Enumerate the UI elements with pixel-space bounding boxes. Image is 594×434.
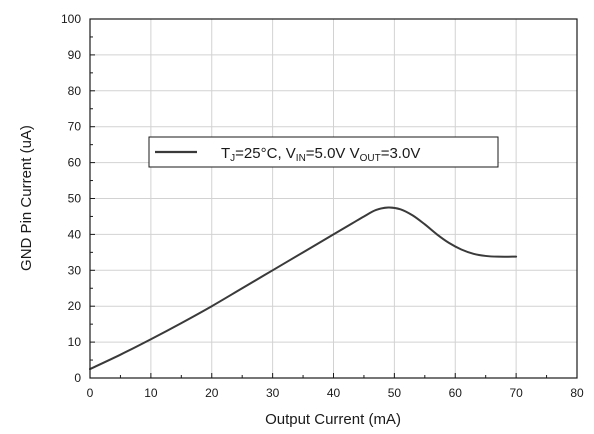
x-tick-label: 20 — [205, 386, 219, 400]
x-tick-label: 80 — [570, 386, 584, 400]
legend-subscript: J — [230, 153, 235, 164]
legend-text-part: =5.0V V — [306, 145, 360, 162]
y-tick-label: 40 — [68, 227, 82, 241]
legend-label: TJ=25°C, VIN=5.0V VOUT=3.0V — [221, 145, 420, 164]
legend-text-part: T — [221, 145, 230, 162]
legend: TJ=25°C, VIN=5.0V VOUT=3.0V — [148, 136, 499, 168]
legend-subscript: OUT — [360, 153, 381, 164]
legend-subscript: IN — [296, 153, 306, 164]
y-axis-title: GND Pin Current (uA) — [18, 125, 35, 271]
x-tick-label: 10 — [144, 386, 158, 400]
y-tick-label: 80 — [68, 84, 82, 98]
x-tick-label: 30 — [266, 386, 280, 400]
series-line-0 — [89, 206, 518, 371]
y-tick-label: 60 — [68, 156, 82, 170]
y-tick-label: 70 — [68, 120, 82, 134]
y-tick-label: 50 — [68, 192, 82, 206]
y-tick-label: 30 — [68, 263, 82, 277]
series-layer — [89, 206, 518, 371]
legend-text-part: =25°C, V — [235, 145, 296, 162]
x-tick-label: 60 — [449, 386, 463, 400]
y-tick-label: 10 — [68, 335, 82, 349]
x-tick-label: 0 — [87, 386, 94, 400]
y-tick-label: 20 — [68, 299, 82, 313]
y-tick-label: 0 — [74, 371, 81, 385]
x-tick-label: 40 — [327, 386, 341, 400]
legend-text-part: =3.0V — [381, 145, 421, 162]
x-tick-label: 70 — [509, 386, 523, 400]
x-axis-title: Output Current (mA) — [265, 411, 401, 428]
legend-box — [148, 136, 499, 168]
ticks — [89, 18, 578, 379]
y-tick-label: 100 — [61, 12, 81, 26]
y-tick-label: 90 — [68, 48, 82, 62]
tick-labels: 0 10 20 30 40 50 60 70 80 0 10 20 30 40 50 60 70 80 90 100 — [61, 12, 584, 400]
x-tick-label: 50 — [388, 386, 402, 400]
